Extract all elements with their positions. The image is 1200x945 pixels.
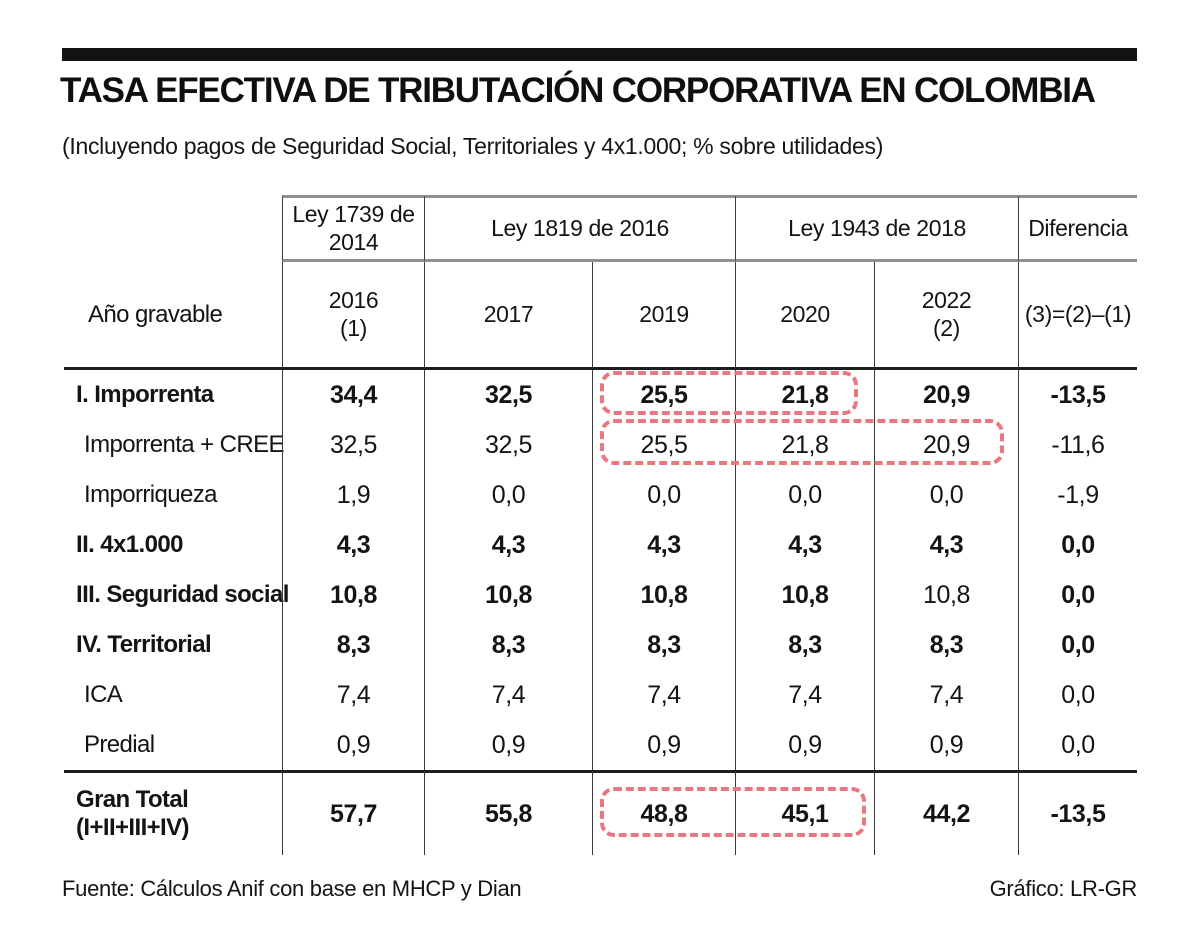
value-cell: 8,3 — [282, 620, 424, 670]
value-cell: 32,5 — [282, 420, 424, 470]
value-cell: 10,8 — [735, 570, 874, 620]
value-cell: 32,5 — [424, 420, 592, 470]
value-cell: -13,5 — [1018, 770, 1137, 855]
value-cell: 44,2 — [874, 770, 1018, 855]
page-title: TASA EFECTIVA DE TRIBUTACIÓN CORPORATIVA… — [60, 71, 1096, 110]
col-header-2017: 2017 — [424, 262, 592, 370]
value-cell: -11,6 — [1018, 420, 1137, 470]
value-cell: 45,1 — [735, 770, 874, 855]
value-cell: 0,0 — [424, 470, 592, 520]
value-cell: 25,5 — [592, 420, 735, 470]
value-cell: 0,0 — [1018, 570, 1137, 620]
corner-cell — [64, 195, 282, 262]
col-header-2022: 2022 (2) — [874, 262, 1018, 370]
value-cell: 4,3 — [282, 520, 424, 570]
group-header-ley-1739-2014: Ley 1739 de 2014 — [282, 195, 424, 262]
value-cell: 4,3 — [735, 520, 874, 570]
value-cell: 10,8 — [592, 570, 735, 620]
col-header-diferencia-formula: (3)=(2)–(1) — [1018, 262, 1137, 370]
value-cell: 7,4 — [424, 670, 592, 720]
row-label-seguridad-social: III. Seguridad social — [76, 581, 289, 608]
value-cell: 0,0 — [735, 470, 874, 520]
value-cell: 4,3 — [592, 520, 735, 570]
col-header-2019: 2019 — [592, 262, 735, 370]
value-cell: 0,9 — [282, 720, 424, 770]
group-header-ley-1819-2016: Ley 1819 de 2016 — [424, 195, 735, 262]
value-cell: 34,4 — [282, 370, 424, 420]
value-cell: 48,8 — [592, 770, 735, 855]
value-cell: 25,5 — [592, 370, 735, 420]
value-cell: 0,9 — [735, 720, 874, 770]
col-header-2016: 2016 (1) — [282, 262, 424, 370]
value-cell: 1,9 — [282, 470, 424, 520]
value-cell: 57,7 — [282, 770, 424, 855]
row-label-gran-total: Gran Total (I+II+III+IV) — [64, 770, 282, 855]
row-label-imporriqueza: Imporriqueza — [84, 481, 217, 508]
value-cell: 20,9 — [874, 370, 1018, 420]
value-cell: 7,4 — [592, 670, 735, 720]
value-cell: 7,4 — [735, 670, 874, 720]
source-credit: Fuente: Cálculos Anif con base en MHCP y… — [62, 876, 522, 901]
tax-table: Ley 1739 de 2014 Ley 1819 de 2016 Ley 19… — [64, 195, 1137, 855]
col-header-2020: 2020 — [735, 262, 874, 370]
value-cell: 0,0 — [1018, 720, 1137, 770]
highlight-box-imporrenta-cree-2019-2022 — [600, 419, 1004, 465]
value-cell: 0,9 — [874, 720, 1018, 770]
value-cell: 20,9 — [874, 420, 1018, 470]
row-label-imporrenta: I. Imporrenta — [76, 381, 214, 408]
page-subtitle: (Incluyendo pagos de Seguridad Social, T… — [62, 133, 884, 159]
value-cell: 10,8 — [874, 570, 1018, 620]
row-label-imporrenta-cree: Imporrenta + CREE — [84, 431, 284, 458]
graphic-credit: Gráfico: LR-GR — [989, 876, 1138, 901]
value-cell: 0,0 — [1018, 670, 1137, 720]
value-cell: 32,5 — [424, 370, 592, 420]
row-label-4x1000: II. 4x1.000 — [76, 531, 183, 558]
value-cell: 10,8 — [424, 570, 592, 620]
value-cell: 0,0 — [1018, 620, 1137, 670]
value-cell: 7,4 — [874, 670, 1018, 720]
highlight-box-imporrenta-2019-2020 — [600, 371, 858, 415]
value-cell: 8,3 — [424, 620, 592, 670]
value-cell: 8,3 — [592, 620, 735, 670]
value-cell: -1,9 — [1018, 470, 1137, 520]
row-label-predial: Predial — [84, 731, 155, 758]
value-cell: 8,3 — [735, 620, 874, 670]
row-header-label: Año gravable — [64, 262, 282, 370]
value-cell: 8,3 — [874, 620, 1018, 670]
group-header-diferencia: Diferencia — [1018, 195, 1137, 262]
value-cell: -13,5 — [1018, 370, 1137, 420]
highlight-box-gran-total-2019-2020 — [600, 787, 866, 837]
value-cell: 55,8 — [424, 770, 592, 855]
value-cell: 10,8 — [282, 570, 424, 620]
value-cell: 0,0 — [1018, 520, 1137, 570]
row-label-territorial: IV. Territorial — [76, 631, 212, 658]
value-cell: 0,9 — [424, 720, 592, 770]
value-cell: 0,0 — [874, 470, 1018, 520]
value-cell: 4,3 — [424, 520, 592, 570]
value-cell: 21,8 — [735, 370, 874, 420]
top-rule — [62, 48, 1137, 61]
group-header-ley-1943-2018: Ley 1943 de 2018 — [735, 195, 1018, 262]
value-cell: 0,0 — [592, 470, 735, 520]
value-cell: 21,8 — [735, 420, 874, 470]
row-label-ica: ICA — [84, 681, 123, 708]
value-cell: 7,4 — [282, 670, 424, 720]
value-cell: 0,9 — [592, 720, 735, 770]
value-cell: 4,3 — [874, 520, 1018, 570]
